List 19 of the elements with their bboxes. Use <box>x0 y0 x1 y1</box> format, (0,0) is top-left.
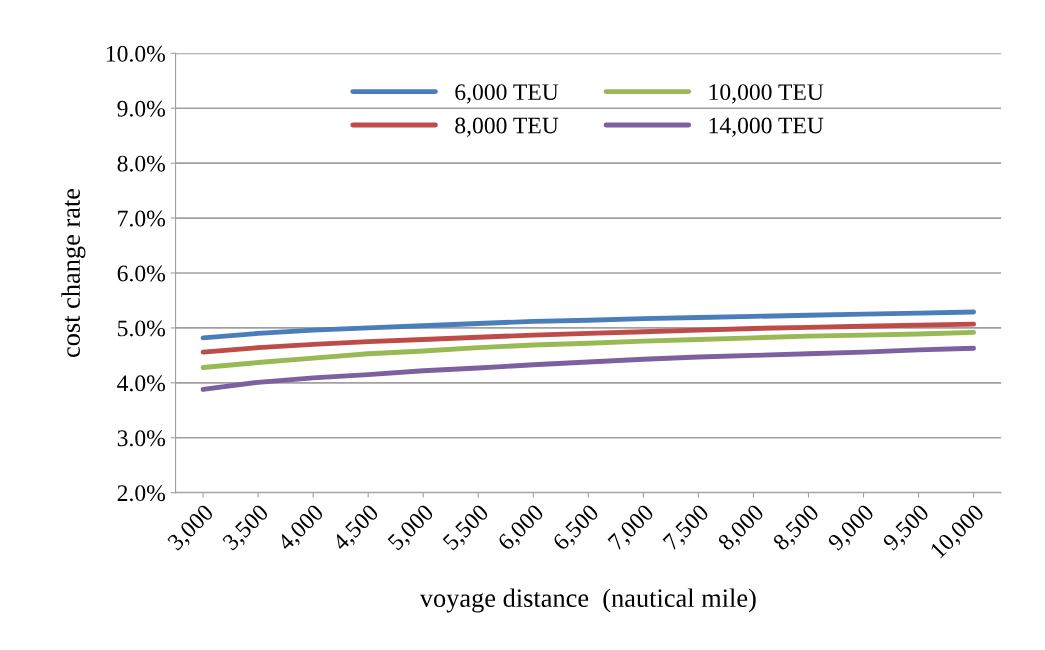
y-tick-label: 4.0% <box>117 375 166 392</box>
line-series <box>200 321 977 355</box>
y-tick-label: 2.0% <box>117 485 166 502</box>
legend-label: 6,000 TEU <box>455 84 559 104</box>
legend-label: 8,000 TEU <box>455 117 559 137</box>
y-tick-label: 6.0% <box>117 265 166 282</box>
y-tick-label: 10.0% <box>106 45 166 62</box>
legend-label: 14,000 TEU <box>709 117 824 137</box>
y-tick-label: 8.0% <box>117 155 166 172</box>
y-tick-label: 5.0% <box>118 320 166 337</box>
legend-label: 10,000 TEU <box>709 84 824 104</box>
line-series <box>200 345 977 392</box>
y-tick-label: 7.0% <box>118 210 166 227</box>
y-tick-label: 9.0% <box>117 100 166 117</box>
y-tick-label: 3.0% <box>117 430 166 447</box>
line-series <box>200 309 977 341</box>
y-axis-title: cost change rate <box>61 188 86 357</box>
line-series <box>200 329 977 370</box>
x-axis-title: voyage distance (nautical mile) <box>419 588 756 613</box>
